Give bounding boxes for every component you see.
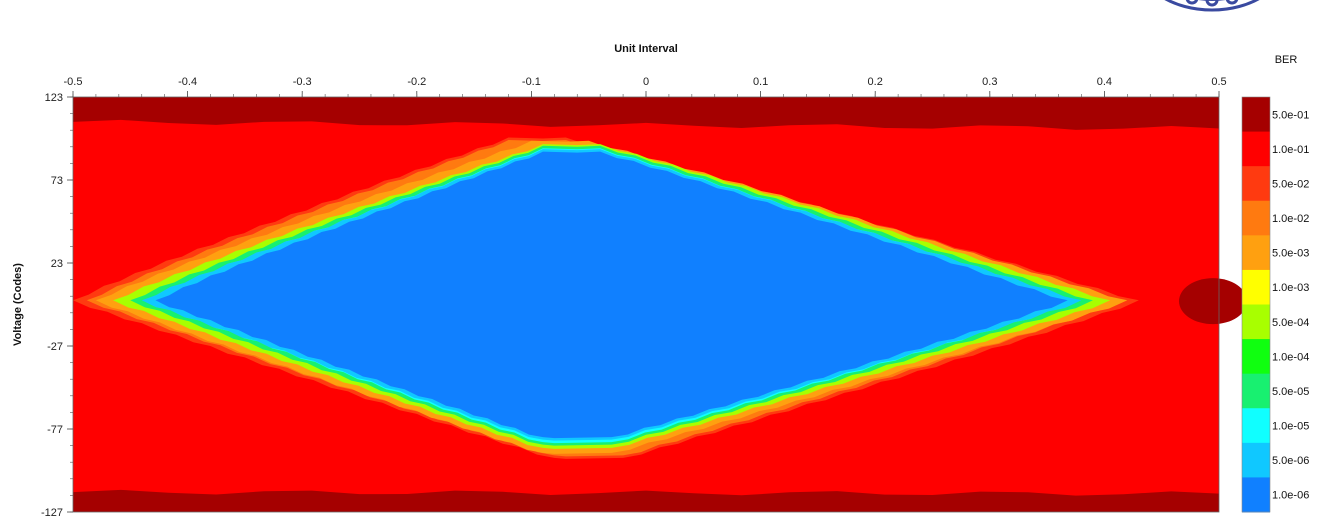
legend-swatch	[1242, 339, 1270, 375]
legend-swatch	[1242, 373, 1270, 409]
x-tick-label: 0.1	[753, 76, 768, 88]
legend-label: 1.0e-05	[1272, 421, 1309, 433]
region-ber-5e-1-bottom	[73, 489, 1219, 512]
x-tick-label: -0.3	[293, 76, 312, 88]
legend-label: 5.0e-04	[1272, 317, 1309, 329]
legend-frame	[1241, 96, 1271, 513]
x-axis-title: Unit Interval	[614, 43, 678, 55]
legend-swatch	[1242, 442, 1270, 478]
legend-swatch	[1242, 200, 1270, 236]
legend-label: 5.0e-02	[1272, 178, 1309, 190]
x-tick-label: 0.4	[1097, 76, 1112, 88]
y-axis-title: Voltage (Codes)	[12, 263, 24, 346]
x-tick-label: 0	[643, 76, 649, 88]
region-ber-5e-1-right-edge	[1179, 278, 1247, 325]
x-tick-label: 0.5	[1211, 76, 1226, 88]
x-tick-label: 0.3	[982, 76, 997, 88]
legend-swatch	[1242, 269, 1270, 305]
legend-label: 1.0e-03	[1272, 282, 1309, 294]
legend-label: 5.0e-06	[1272, 455, 1309, 467]
x-tick-label: -0.5	[64, 76, 83, 88]
legend-label: 5.0e-05	[1272, 386, 1309, 398]
legend-swatch	[1242, 408, 1270, 444]
y-tick-label: -77	[47, 424, 63, 436]
plot-area	[73, 97, 1247, 512]
legend-swatch	[1242, 235, 1270, 271]
legend-label: 1.0e-06	[1272, 490, 1309, 502]
region-ber-5e-1-top	[73, 97, 1219, 130]
y-tick-label: 23	[51, 258, 63, 270]
y-tick-label: 123	[45, 92, 63, 104]
x-tick-label: -0.1	[522, 76, 541, 88]
seal-stamp-icon	[1164, 0, 1260, 12]
y-tick-label: -27	[47, 341, 63, 353]
legend-label: 1.0e-01	[1272, 144, 1309, 156]
eye-contour-1.0e-06	[155, 151, 1068, 439]
axes: -0.5 -0.4 -0.3 -0.2 -0.1 0 0.1 0.2 0.3 0.4 0.5 123 7…	[12, 43, 1227, 519]
legend-swatch	[1242, 97, 1270, 133]
x-tick-label: -0.4	[178, 76, 197, 88]
legend-swatch	[1242, 131, 1270, 167]
legend-label: 5.0e-01	[1272, 109, 1309, 121]
y-tick-label: -127	[41, 507, 63, 519]
ber-legend: BER 5.0e-01 1.0e-01 5.0e-02 1.0e-02 5.0e-03 1.…	[1241, 54, 1309, 513]
legend-swatch	[1242, 304, 1270, 340]
legend-swatch	[1242, 477, 1270, 513]
x-tick-label: -0.2	[407, 76, 426, 88]
x-tick-label: 0.2	[868, 76, 883, 88]
legend-label: 5.0e-03	[1272, 248, 1309, 260]
legend-label: 1.0e-04	[1272, 351, 1309, 363]
legend-label: 1.0e-02	[1272, 213, 1309, 225]
legend-swatch	[1242, 166, 1270, 202]
legend-title: BER	[1275, 54, 1298, 66]
y-tick-label: 73	[51, 175, 63, 187]
